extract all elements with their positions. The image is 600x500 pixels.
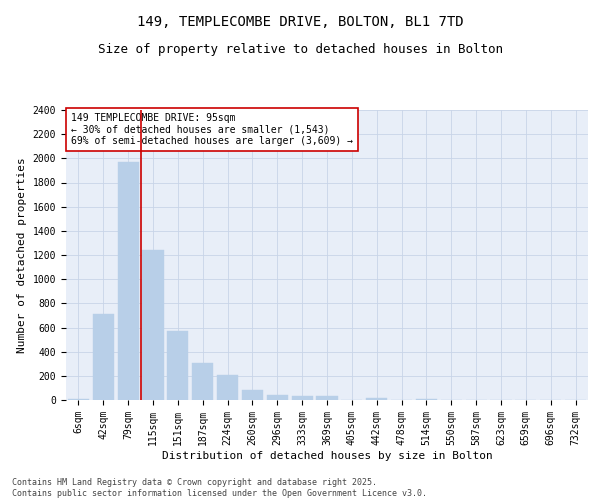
Bar [217, 375, 238, 400]
Bar [93, 314, 114, 400]
Bar [68, 399, 89, 400]
Bar [416, 399, 437, 400]
Text: 149, TEMPLECOMBE DRIVE, BOLTON, BL1 7TD: 149, TEMPLECOMBE DRIVE, BOLTON, BL1 7TD [137, 15, 463, 29]
Bar [118, 162, 139, 400]
X-axis label: Distribution of detached houses by size in Bolton: Distribution of detached houses by size … [161, 450, 493, 460]
Text: Contains HM Land Registry data © Crown copyright and database right 2025.
Contai: Contains HM Land Registry data © Crown c… [12, 478, 427, 498]
Bar [167, 330, 188, 400]
Bar [267, 394, 288, 400]
Bar [316, 396, 338, 400]
Bar [142, 250, 164, 400]
Text: Size of property relative to detached houses in Bolton: Size of property relative to detached ho… [97, 42, 503, 56]
Bar [242, 390, 263, 400]
Bar [292, 396, 313, 400]
Text: 149 TEMPLECOMBE DRIVE: 95sqm
← 30% of detached houses are smaller (1,543)
69% of: 149 TEMPLECOMBE DRIVE: 95sqm ← 30% of de… [71, 113, 353, 146]
Y-axis label: Number of detached properties: Number of detached properties [17, 157, 27, 353]
Bar [366, 398, 387, 400]
Bar [192, 363, 213, 400]
